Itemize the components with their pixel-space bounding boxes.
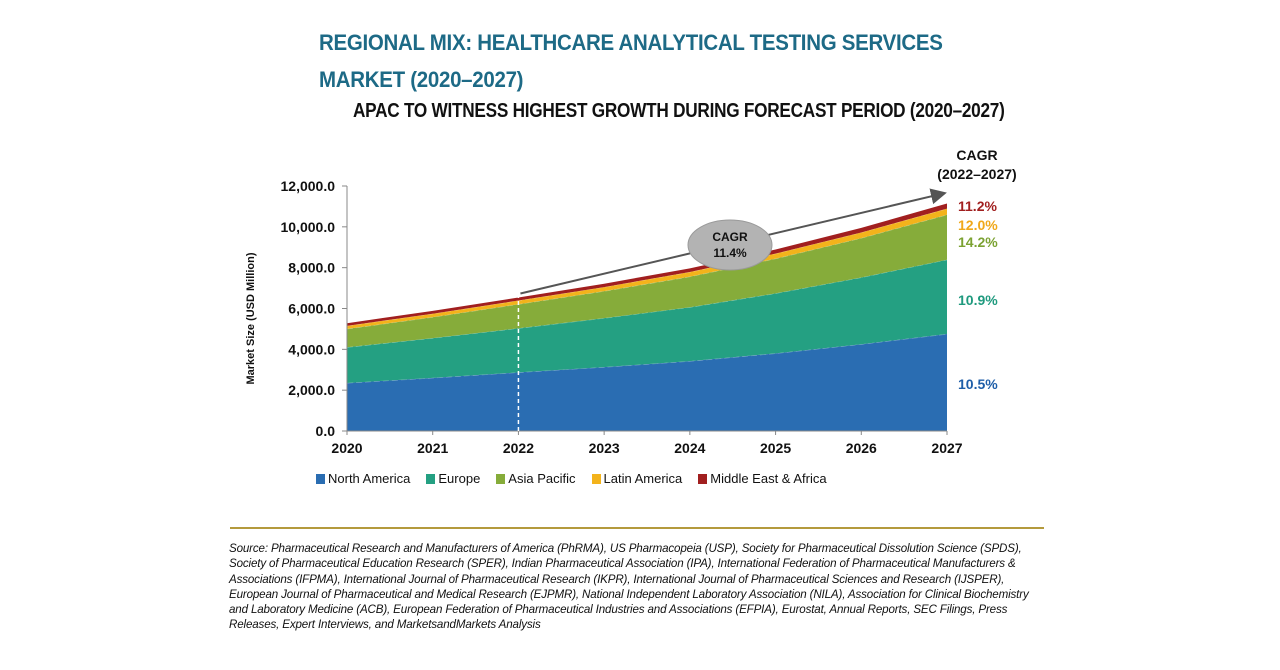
x-tick-label: 2020 <box>331 440 362 456</box>
cagr-header: CAGR <box>956 147 997 163</box>
legend-item: North America <box>316 471 410 486</box>
y-tick-label: 6,000.0 <box>288 301 335 317</box>
legend-swatch <box>591 473 601 484</box>
divider-line <box>230 527 1044 529</box>
legend-item: Middle East & Africa <box>698 471 827 486</box>
legend-swatch <box>316 473 325 484</box>
x-tick-label: 2021 <box>417 440 448 456</box>
area-europe <box>347 259 947 384</box>
cagr-label-north-america: 10.5% <box>958 376 998 392</box>
legend-label: North America <box>328 471 411 486</box>
cagr-header: (2022–2027) <box>937 166 1016 182</box>
chart-title: REGIONAL MIX: HEALTHCARE ANALYTICAL TEST… <box>319 30 943 92</box>
y-tick-label: 12,000.0 <box>281 178 336 194</box>
area-layers <box>346 203 948 431</box>
chart-legend: North America Europe Asia Pacific Latin Ame… <box>316 471 827 486</box>
chart-subtitle: APAC TO WITNESS HIGHEST GROWTH DURING FO… <box>353 100 1005 122</box>
legend-label: Middle East & Africa <box>710 471 827 486</box>
cagr-bubble-text: 11.4% <box>713 246 747 260</box>
cagr-label-asia-pacific: 14.2% <box>958 234 998 250</box>
legend-swatch <box>426 473 436 484</box>
legend-label: Europe <box>438 471 481 486</box>
x-tick-label: 2025 <box>760 440 791 456</box>
cagr-label-latin-america: 12.0% <box>958 217 998 233</box>
x-tick-label: 2023 <box>589 440 620 456</box>
legend-swatch <box>496 473 506 484</box>
area-north-america <box>347 334 947 431</box>
y-tick-label: 4,000.0 <box>288 341 335 357</box>
y-axis-title: Market Size (USD Million) <box>245 252 257 384</box>
annotations: CAGR11.4%CAGR(2022–2027)10.5%10.9%14.2%1… <box>517 147 1017 431</box>
series-boundary <box>346 333 948 384</box>
cagr-label-europe: 10.9% <box>958 292 998 308</box>
cagr-bubble <box>687 219 773 271</box>
y-tick-label: 0.0 <box>316 423 336 439</box>
x-tick-label: 2022 <box>503 440 534 456</box>
legend-label: Latin America <box>603 471 683 486</box>
x-tick-label: 2027 <box>931 440 962 456</box>
legend-item: Asia Pacific <box>496 471 576 486</box>
y-tick-label: 10,000.0 <box>281 219 336 235</box>
cagr-label-middle-east-africa: 11.2% <box>958 198 997 214</box>
legend-swatch <box>698 473 708 484</box>
legend-item: Latin America <box>591 471 683 486</box>
cagr-bubble-text: CAGR <box>712 230 748 244</box>
legend-label: Asia Pacific <box>508 471 576 486</box>
x-tick-label: 2024 <box>674 440 705 456</box>
legend-item: Europe <box>426 471 480 486</box>
y-tick-label: 2,000.0 <box>288 382 335 398</box>
source-note: Source: Pharmaceutical Research and Manu… <box>229 542 1029 632</box>
area-asia-pacific <box>347 214 947 348</box>
stacked-area-chart: 0.0 2,000.0 4,000.0 6,000.0 8,000.0 10,000.0 1… <box>245 147 1017 456</box>
y-tick-label: 8,000.0 <box>288 260 335 276</box>
axes: 0.0 2,000.0 4,000.0 6,000.0 8,000.0 10,000.0 1… <box>245 178 963 456</box>
x-tick-label: 2026 <box>846 440 877 456</box>
